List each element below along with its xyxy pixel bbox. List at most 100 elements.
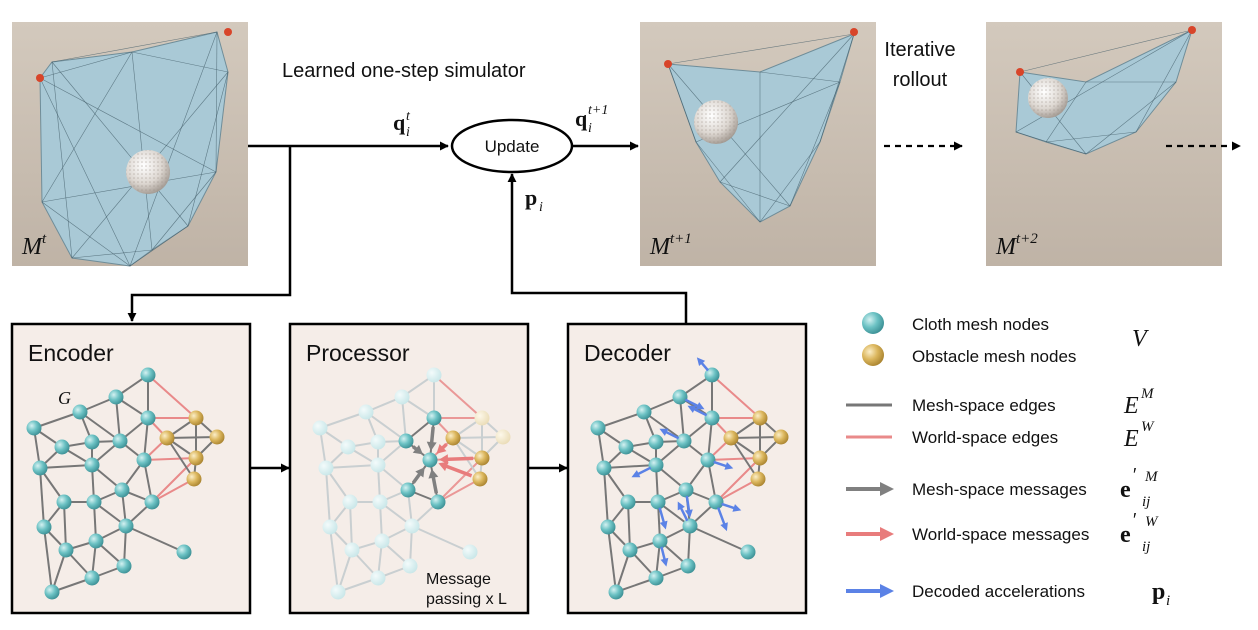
mesh-space-edge <box>39 464 93 469</box>
decoded-acceleration-arrow-head <box>695 402 705 410</box>
cloth-mesh-node <box>322 519 338 535</box>
legend-decoded-accelerations: Decoded accelerations <box>912 582 1085 601</box>
svg-text:p: p <box>525 185 537 210</box>
q-in-symbol: q t i <box>393 109 411 140</box>
cloth-mesh-line <box>719 33 855 183</box>
world-space-edge <box>437 457 483 503</box>
mesh-space-edge <box>329 526 339 593</box>
cloth-mesh-node <box>84 434 100 450</box>
obstacle-mesh-node <box>472 471 488 487</box>
frame-m-t-plus-2: Mt+2 <box>986 22 1222 266</box>
cloth-mesh-line <box>41 171 217 203</box>
encoder-title: Encoder <box>28 340 114 366</box>
decoded-acceleration-arrow <box>721 502 736 510</box>
cloth-mesh-node <box>54 439 70 455</box>
obstacle-mesh-node <box>752 450 768 466</box>
rollout-label-line1: Iterative <box>884 39 955 61</box>
mesh-space-edge <box>33 411 81 429</box>
cloth-mesh-line <box>131 51 229 73</box>
mesh-space-edge <box>319 411 367 429</box>
processor-note-line2: passing x L <box>426 591 507 608</box>
cloth-mesh-node <box>650 494 666 510</box>
simulator-label: Learned one-step simulator <box>282 60 526 82</box>
cloth-mesh-node <box>704 367 720 383</box>
cloth-mesh-line <box>759 141 821 223</box>
cloth-mesh-node <box>636 404 652 420</box>
obstacle-mesh-node <box>723 430 739 446</box>
cloth-mesh-node <box>58 542 74 558</box>
svg-text:′: ′ <box>1133 465 1137 485</box>
decoded-acceleration-arrow-head <box>631 470 641 478</box>
cloth-mesh-node <box>704 410 720 426</box>
cloth-mesh-line <box>667 33 855 65</box>
obstacle-sphere-texture <box>1028 78 1068 118</box>
cloth-mesh-line <box>151 171 217 251</box>
cloth-mesh-node <box>84 570 100 586</box>
decoded-acceleration-arrow-head <box>724 462 734 470</box>
cloth-mesh-node <box>680 558 696 574</box>
svg-text:t+1: t+1 <box>588 103 608 118</box>
mesh-space-edge <box>411 525 471 553</box>
decoded-acceleration-arrow <box>660 546 667 562</box>
cloth-mesh-node <box>648 434 664 450</box>
legend-mesh-message-swatch <box>846 482 894 496</box>
cloth-mesh-line <box>41 201 131 267</box>
decoded-acceleration-arrow <box>713 460 728 468</box>
mesh-space-message-arrow <box>429 426 435 446</box>
cloth-mesh-node <box>394 389 410 405</box>
processor-title: Processor <box>306 340 410 366</box>
pin-point <box>36 74 44 82</box>
svg-text:i: i <box>539 200 543 215</box>
mesh-space-edge <box>603 464 657 469</box>
legend-obstacle-nodes: Obstacle mesh nodes <box>912 347 1076 366</box>
decoded-acceleration-arrow <box>692 407 708 417</box>
mesh-space-edge <box>325 464 379 469</box>
svg-text:q: q <box>393 110 406 135</box>
cloth-mesh-node <box>32 460 48 476</box>
world-space-edge <box>707 457 761 461</box>
cloth-mesh-node <box>86 494 102 510</box>
cloth-mesh-node <box>622 542 638 558</box>
cloth-mesh-node <box>402 558 418 574</box>
update-label: Update <box>485 137 540 156</box>
cloth-mesh-line <box>1045 81 1087 143</box>
obstacle-mesh-node <box>495 429 511 445</box>
mesh-space-edge <box>597 411 645 429</box>
mesh-space-edge <box>689 525 749 553</box>
cloth-mesh-line <box>1019 29 1193 73</box>
cloth-mesh-line <box>39 51 133 79</box>
mesh-space-edge <box>79 411 121 442</box>
world-space-edge <box>143 457 197 461</box>
decoded-acceleration-arrow <box>636 466 652 476</box>
world-space-message-arrow <box>444 456 474 462</box>
cloth-mesh-node <box>116 558 132 574</box>
mesh-space-edge <box>643 411 685 442</box>
svg-text:E: E <box>1123 426 1139 452</box>
cloth-mesh-node <box>140 410 156 426</box>
rollout-label-line2: rollout <box>893 69 948 91</box>
world-space-edge <box>711 374 761 419</box>
cloth-mesh-node <box>370 434 386 450</box>
decoded-acceleration-arrow-head <box>684 509 693 518</box>
decoded-acceleration-arrow-head <box>660 557 669 567</box>
processor-note-line1: Message <box>426 571 491 588</box>
cloth-mesh-line <box>39 77 217 173</box>
cloth-mesh-node <box>112 433 128 449</box>
decoded-acceleration-arrow-head <box>732 504 742 512</box>
decoded-acceleration-arrow <box>664 430 680 440</box>
mesh-space-message-arrow-head <box>415 467 425 478</box>
cloth-mesh-node <box>648 457 664 473</box>
legend-mesh-messages-symbol: e ′ M ij <box>1120 465 1159 510</box>
decoder-title: Decoder <box>584 340 671 366</box>
cloth-mesh-line <box>51 61 73 259</box>
cloth-mesh-line <box>1045 131 1137 143</box>
world-space-edge <box>151 478 195 503</box>
cloth-mesh-node <box>430 494 446 510</box>
cloth-mesh-line <box>129 31 218 267</box>
obstacle-mesh-node <box>474 410 490 426</box>
mesh-space-edge <box>39 467 45 528</box>
svg-text:i: i <box>588 121 592 136</box>
decoder-to-update-arrow <box>507 173 688 324</box>
obstacle-mesh-node <box>474 450 490 466</box>
obstacle-mesh-edge <box>730 437 759 480</box>
